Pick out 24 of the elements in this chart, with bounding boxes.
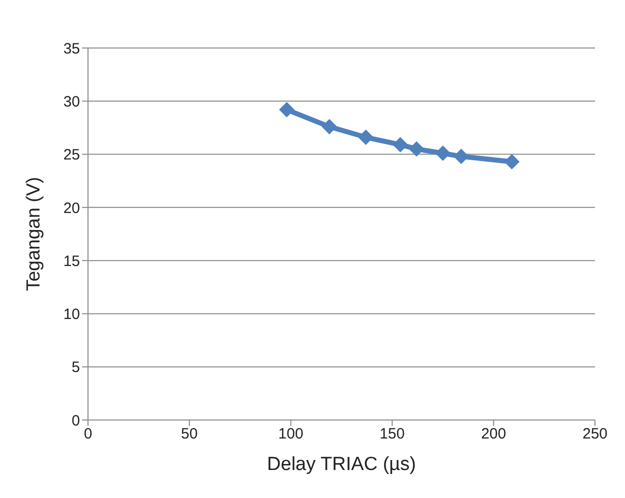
x-tick-label: 200 [481, 426, 506, 443]
y-tick-label: 10 [63, 306, 80, 324]
y-tick-label: 20 [63, 200, 80, 217]
point [504, 154, 520, 170]
x-tick-label: 250 [582, 426, 608, 443]
point [435, 146, 450, 161]
y-tick-label: 15 [63, 252, 80, 270]
point [409, 141, 424, 156]
point [454, 148, 469, 164]
y-axis-title: Tegangan (V) [24, 176, 45, 292]
x-tick-label: 150 [380, 426, 405, 443]
x-tick-label: 0 [84, 426, 92, 443]
y-tick-label: 35 [63, 40, 80, 58]
x-tick-label: 50 [181, 426, 198, 443]
x-axis-title: Delay TRIAC (µs) [267, 454, 416, 475]
x-tick-label: 100 [278, 426, 304, 443]
y-tick-label: 25 [63, 146, 80, 164]
point [279, 102, 294, 118]
y-tick-label: 30 [63, 93, 80, 110]
point [322, 119, 337, 134]
y-tick-label: 5 [72, 359, 80, 376]
point [392, 137, 408, 152]
y-tick-label: 0 [72, 412, 80, 430]
point [358, 130, 374, 145]
